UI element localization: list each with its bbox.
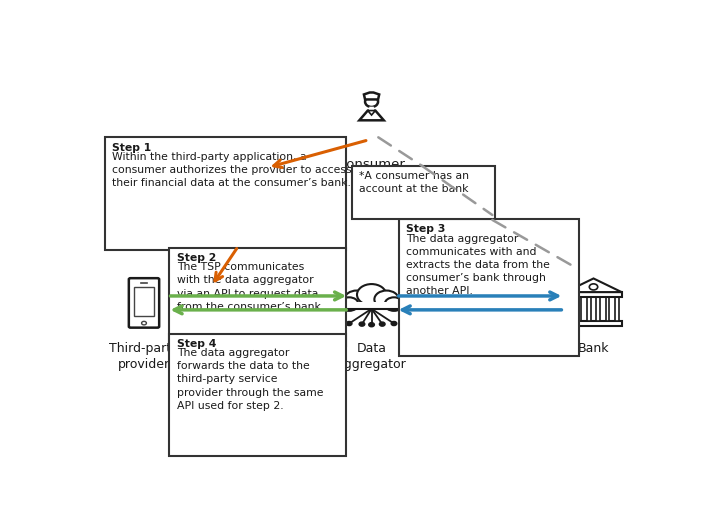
Text: Bank: Bank	[578, 342, 609, 355]
Text: Third-party
provider: Third-party provider	[109, 342, 179, 371]
Circle shape	[141, 321, 146, 325]
Bar	[615, 297, 618, 321]
Bar	[170, 333, 347, 456]
Circle shape	[374, 290, 399, 308]
Circle shape	[344, 290, 369, 308]
Circle shape	[359, 322, 365, 326]
Bar	[566, 292, 621, 297]
Text: Within the third-party application, a
consumer authorizes the provider to access: Within the third-party application, a co…	[112, 152, 352, 188]
Circle shape	[385, 297, 403, 311]
Text: *A consumer has an
account at the bank: *A consumer has an account at the bank	[359, 172, 469, 194]
Text: Step 4: Step 4	[177, 339, 216, 349]
Bar	[352, 166, 495, 219]
Text: Step 1: Step 1	[112, 143, 152, 152]
Ellipse shape	[365, 97, 378, 107]
Circle shape	[340, 297, 358, 311]
Circle shape	[379, 322, 385, 326]
Text: Step 2: Step 2	[177, 253, 216, 263]
Bar	[578, 297, 581, 321]
Bar	[344, 302, 399, 310]
Polygon shape	[360, 110, 384, 121]
Circle shape	[589, 284, 597, 290]
Bar	[170, 247, 347, 346]
Circle shape	[369, 323, 374, 327]
Bar	[104, 138, 347, 250]
Bar	[399, 219, 579, 356]
Polygon shape	[368, 110, 376, 115]
Circle shape	[392, 321, 397, 326]
Polygon shape	[364, 92, 379, 99]
Bar	[597, 297, 600, 321]
Text: Step 3: Step 3	[406, 225, 445, 234]
Text: The data aggregator
forwards the data to the
third-party service
provider throug: The data aggregator forwards the data to…	[177, 348, 323, 411]
Bar	[605, 297, 610, 321]
Polygon shape	[566, 278, 621, 292]
Bar	[134, 287, 154, 316]
FancyBboxPatch shape	[129, 278, 160, 328]
Bar	[566, 321, 621, 327]
Polygon shape	[369, 107, 374, 110]
Bar	[587, 297, 591, 321]
Bar	[568, 297, 572, 321]
Circle shape	[347, 321, 352, 326]
Text: Consumer: Consumer	[338, 158, 405, 171]
Circle shape	[357, 284, 386, 305]
Text: The TSP communicates
with the data aggregator
via an API to request data
from th: The TSP communicates with the data aggre…	[177, 262, 324, 312]
Text: The data aggregator
communicates with and
extracts the data from the
consumer’s : The data aggregator communicates with an…	[406, 234, 550, 296]
Text: Data
aggregator: Data aggregator	[336, 342, 407, 371]
